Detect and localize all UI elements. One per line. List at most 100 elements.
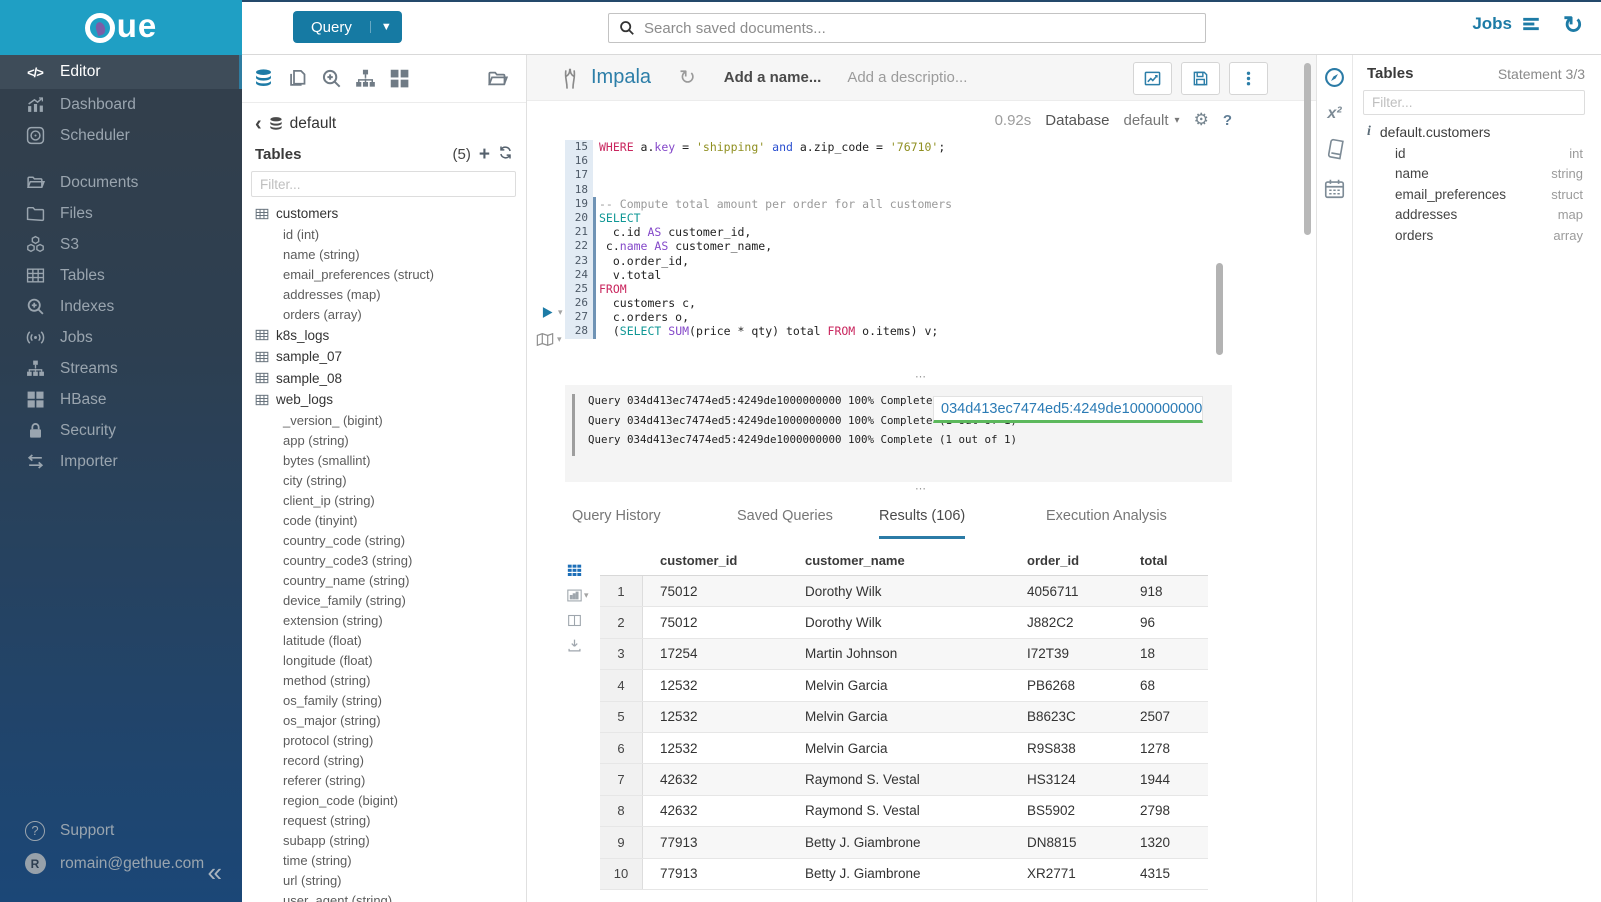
code-line-20[interactable]: 20 SELECT: [565, 210, 1265, 226]
sidebar-item-security[interactable]: Security: [0, 415, 242, 446]
sql-editor[interactable]: 15 WHERE a.key = 'shipping' and a.zip_cod…: [565, 140, 1265, 339]
column-header-total[interactable]: total: [1140, 552, 1168, 568]
table-row[interactable]: 4 12532 Melvin Garcia PB6268 68: [600, 670, 1208, 702]
tree-table-web-logs[interactable]: web_logs: [255, 389, 526, 411]
sidebar-item-editor[interactable]: </> Editor: [0, 55, 242, 89]
code-line-15[interactable]: 15 WHERE a.key = 'shipping' and a.zip_cod…: [565, 140, 1265, 155]
tree-column[interactable]: country_name (string): [283, 572, 410, 588]
tree-column[interactable]: protocol (string): [283, 732, 374, 748]
table-row[interactable]: 5 12532 Melvin Garcia B8623C 2507: [600, 701, 1208, 733]
tree-table-sample-07[interactable]: sample_07: [255, 346, 526, 368]
engine-title[interactable]: Impala: [591, 66, 652, 88]
editor-history-icon[interactable]: ↺: [679, 67, 696, 89]
add-table-icon[interactable]: +: [478, 143, 490, 165]
hue-logo[interactable]: ue: [0, 0, 242, 55]
query-button[interactable]: Query ▼: [293, 11, 402, 43]
tree-column[interactable]: device_family (string): [283, 592, 406, 608]
query-id-tooltip[interactable]: 034d413ec7474ed5:4249de1000000000: [933, 396, 1203, 423]
right-column-orders[interactable]: orders array: [1353, 225, 1601, 246]
code-line-16[interactable]: 16: [565, 154, 1265, 169]
right-column-id[interactable]: id int: [1353, 143, 1601, 164]
chevron-down-icon[interactable]: ▾: [1174, 114, 1180, 126]
search-source-icon[interactable]: [321, 68, 342, 89]
chevron-down-icon[interactable]: ▾: [557, 334, 562, 344]
chart-button[interactable]: [1133, 62, 1172, 95]
query-history-icon[interactable]: ↺: [1562, 12, 1583, 39]
schedule-calendar-icon[interactable]: [1324, 178, 1345, 199]
more-options-button[interactable]: [1229, 62, 1268, 95]
chevron-down-icon[interactable]: ▼: [369, 21, 402, 33]
table-row[interactable]: 7 42632 Raymond S. Vestal HS3124 1944: [600, 764, 1208, 796]
navigator-compass-icon[interactable]: [1324, 67, 1345, 88]
right-column-email-preferences[interactable]: email_preferences struct: [1353, 184, 1601, 205]
sidebar-item-jobs[interactable]: Jobs: [0, 322, 242, 353]
tree-column[interactable]: name (string): [283, 246, 360, 262]
resize-handle-top[interactable]: ⋯: [915, 371, 928, 383]
code-line-25[interactable]: 25 FROM: [565, 281, 1265, 297]
main-scrollbar[interactable]: [1304, 63, 1311, 235]
sidebar-item-dashboard[interactable]: Dashboard: [0, 89, 242, 120]
tree-column[interactable]: os_major (string): [283, 712, 381, 728]
tree-column[interactable]: subapp (string): [283, 832, 370, 848]
tree-column[interactable]: time (string): [283, 852, 352, 868]
tree-column[interactable]: region_code (bigint): [283, 792, 398, 808]
tree-column[interactable]: country_code3 (string): [283, 552, 413, 568]
sidebar-item-documents[interactable]: Documents: [0, 167, 242, 198]
columns-view-icon[interactable]: [567, 613, 591, 628]
tree-column[interactable]: client_ip (string): [283, 492, 375, 508]
code-line-17[interactable]: 17: [565, 168, 1265, 183]
table-row[interactable]: 2 75012 Dorothy Wilk J882C2 96: [600, 607, 1208, 639]
grid-view-icon[interactable]: [567, 563, 591, 578]
code-line-27[interactable]: 27 c.orders o,: [565, 310, 1265, 325]
back-chevron-icon[interactable]: ‹: [255, 113, 262, 135]
breadcrumb-database[interactable]: default: [289, 115, 337, 132]
sitemap-source-icon[interactable]: [355, 68, 376, 89]
tree-column[interactable]: url (string): [283, 872, 342, 888]
query-name-field[interactable]: Add a name...: [723, 69, 822, 86]
sidebar-item-user[interactable]: R romain@gethue.com: [0, 847, 242, 880]
right-column-addresses[interactable]: addresses map: [1353, 205, 1601, 226]
tree-column[interactable]: app (string): [283, 432, 349, 448]
refresh-icon[interactable]: [498, 145, 513, 164]
code-line-19[interactable]: 19 -- Compute total amount per order for …: [565, 196, 1265, 211]
search-input[interactable]: [644, 19, 1195, 37]
tab-execution-analysis[interactable]: Execution Analysis: [1046, 508, 1167, 524]
tree-column[interactable]: longitude (float): [283, 652, 373, 668]
tree-table-customers[interactable]: customers: [255, 203, 526, 225]
tab-query-history[interactable]: Query History: [572, 508, 661, 524]
explain-map-button[interactable]: ▾: [536, 332, 562, 347]
settings-gear-icon[interactable]: ⚙: [1193, 110, 1209, 129]
global-search[interactable]: [608, 13, 1206, 43]
code-line-28[interactable]: 28 (SELECT SUM(price * qty) total FROM o…: [565, 324, 1265, 339]
download-icon[interactable]: [567, 638, 591, 653]
tree-column[interactable]: id (int): [283, 226, 320, 242]
chevron-down-icon[interactable]: ▾: [558, 307, 563, 317]
sidebar-item-tables[interactable]: Tables: [0, 260, 242, 291]
databases-source-icon[interactable]: [253, 68, 274, 89]
tree-table-sample-08[interactable]: sample_08: [255, 368, 526, 390]
active-table-row[interactable]: i default.customers: [1353, 121, 1601, 143]
sidebar-item-hbase[interactable]: HBase: [0, 384, 242, 415]
code-line-22[interactable]: 22 c.name AS customer_name,: [565, 239, 1265, 254]
tree-column[interactable]: orders (array): [283, 306, 362, 322]
chevron-down-icon[interactable]: ▾: [584, 590, 589, 600]
tree-column[interactable]: referer (string): [283, 772, 366, 788]
table-row[interactable]: 1 75012 Dorothy Wilk 4056711 918: [600, 576, 1208, 608]
tree-column[interactable]: request (string): [283, 812, 371, 828]
tables-filter-input[interactable]: [251, 171, 516, 197]
tree-column[interactable]: method (string): [283, 672, 371, 688]
tree-column[interactable]: email_preferences (struct): [283, 266, 434, 282]
tree-column[interactable]: _version_ (bigint): [283, 412, 383, 428]
tree-column[interactable]: country_code (string): [283, 532, 406, 548]
tree-column[interactable]: latitude (float): [283, 632, 362, 648]
documents-source-icon[interactable]: [287, 68, 308, 89]
tree-column[interactable]: addresses (map): [283, 286, 381, 302]
tab-saved-queries[interactable]: Saved Queries: [737, 508, 833, 524]
code-line-26[interactable]: 26 customers c,: [565, 296, 1265, 311]
tree-column[interactable]: extension (string): [283, 612, 383, 628]
code-line-23[interactable]: 23 o.order_id,: [565, 253, 1265, 268]
code-line-18[interactable]: 18: [565, 182, 1265, 197]
column-header-customer-id[interactable]: customer_id: [660, 552, 738, 568]
sidebar-item-indexes[interactable]: Indexes: [0, 291, 242, 322]
apps-source-icon[interactable]: [389, 68, 410, 89]
